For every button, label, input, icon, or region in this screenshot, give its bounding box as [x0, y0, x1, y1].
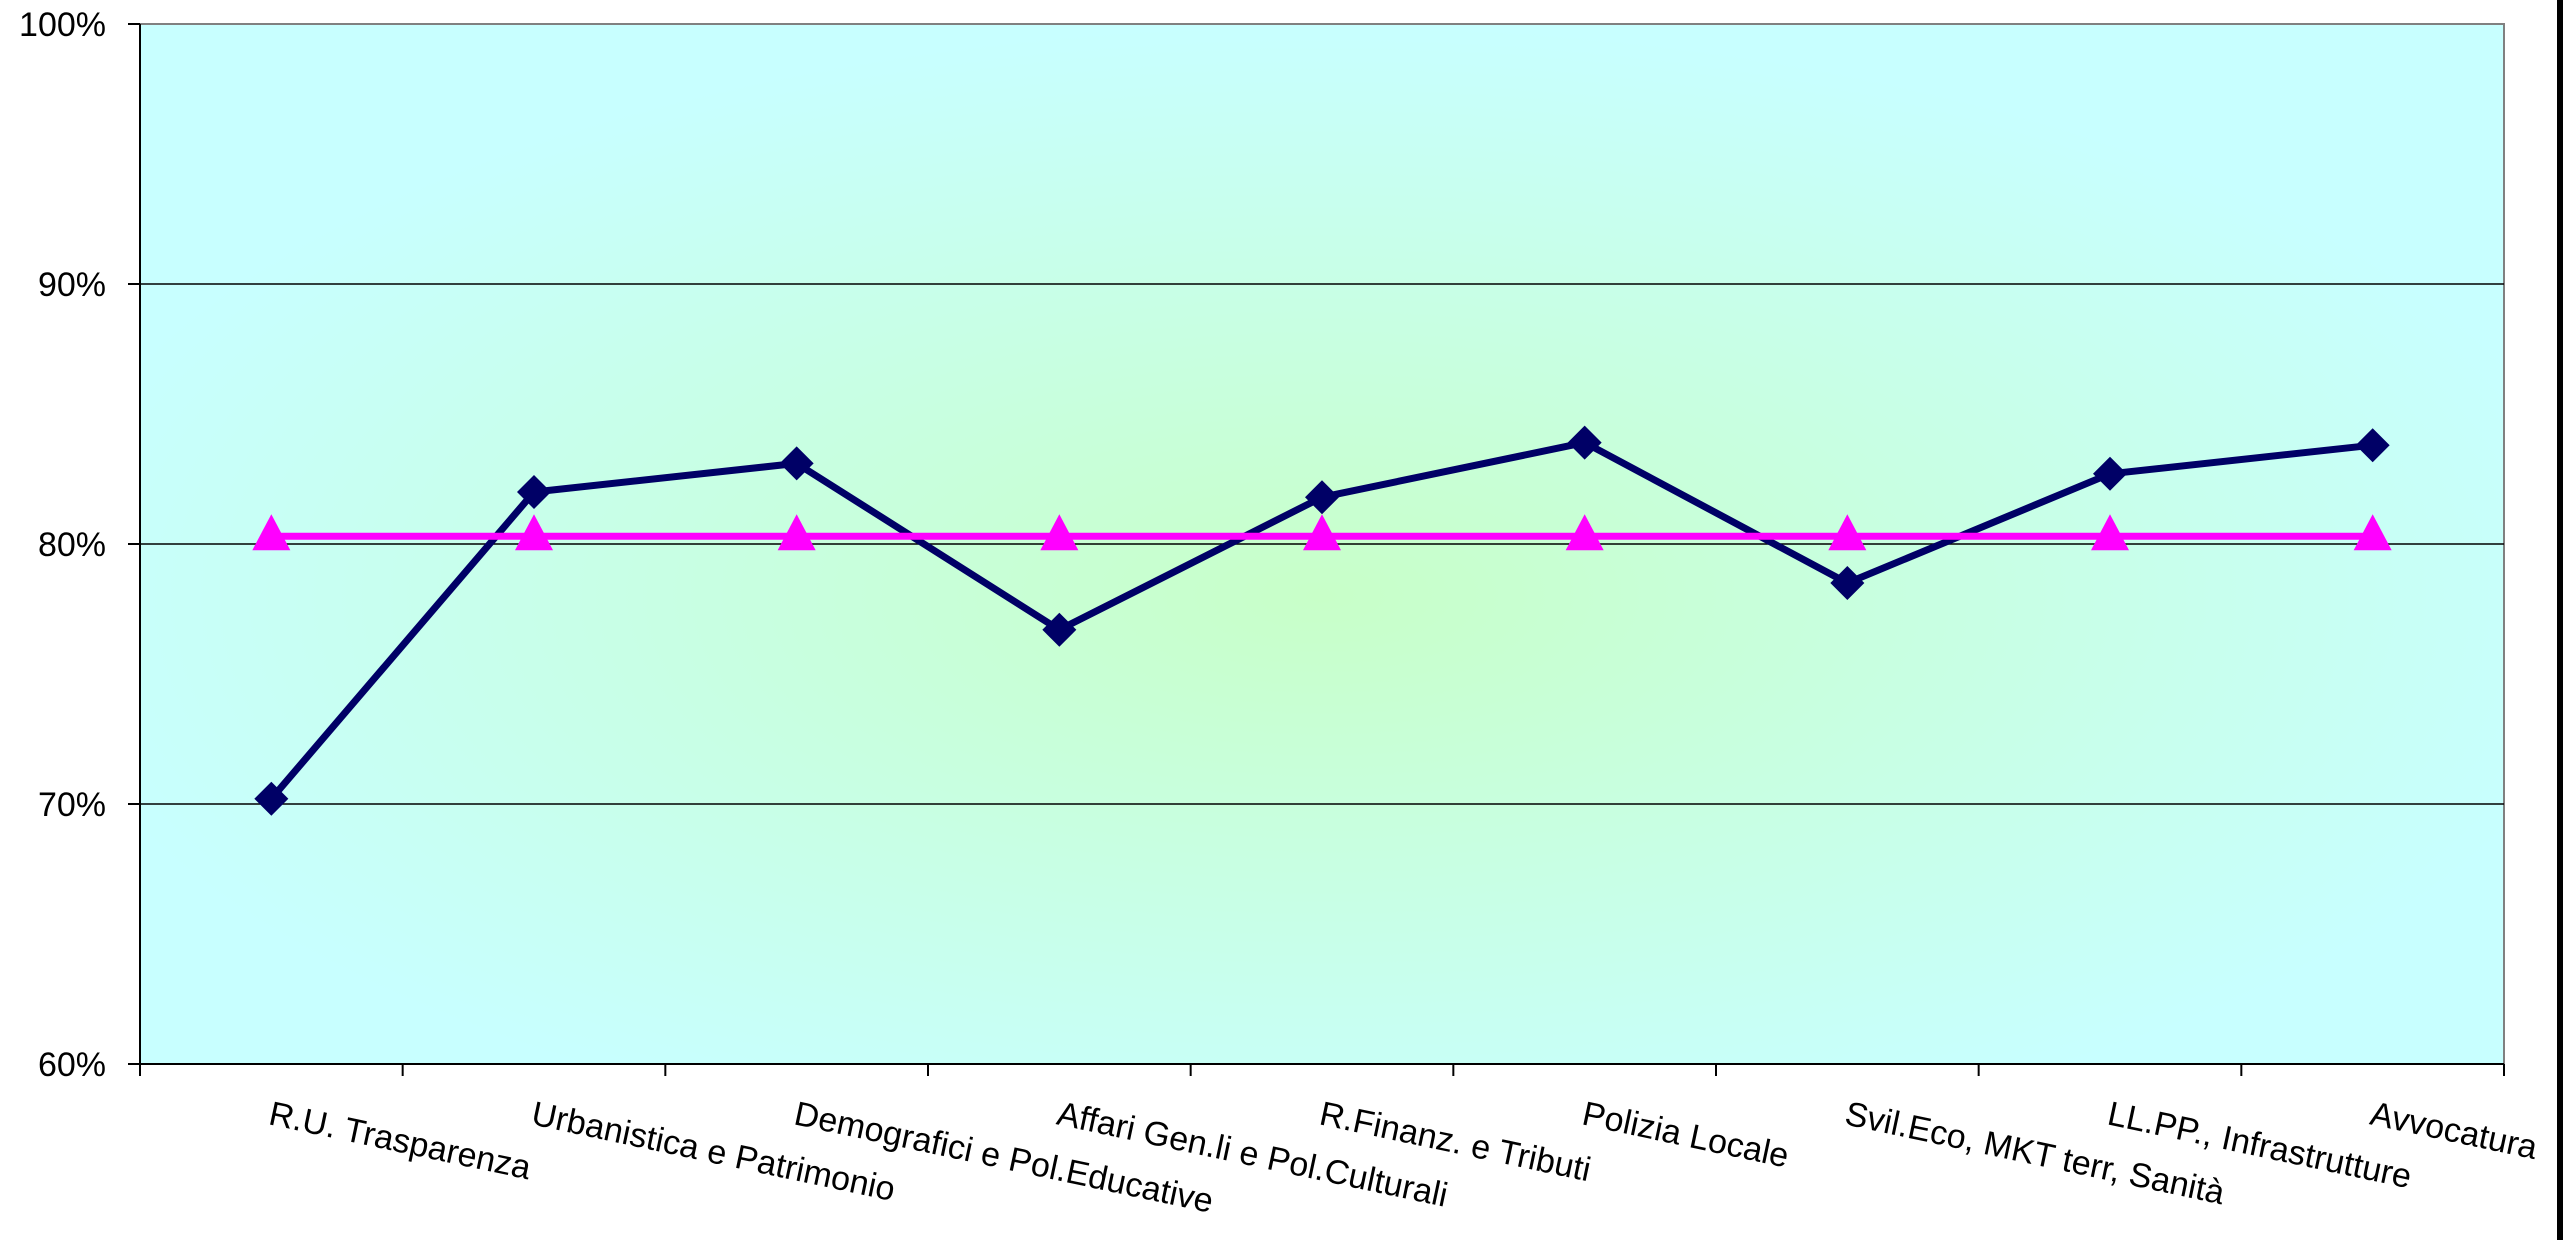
data-point [779, 446, 814, 481]
data-point [1565, 514, 1604, 551]
data-point [254, 781, 289, 816]
axes [128, 23, 2504, 1065]
y-tick-label: 90% [38, 266, 106, 304]
data-point [1303, 514, 1341, 551]
data-point [1305, 480, 1339, 515]
data-point [252, 514, 291, 551]
data-point [517, 475, 551, 509]
y-tick-labels: 60% 70% 80% 90% 100% [19, 6, 106, 1084]
data-point [777, 514, 816, 551]
x-tick-marks [139, 1064, 2505, 1076]
data-point [1042, 612, 1077, 647]
data-point [2355, 428, 2390, 463]
y-tick-label: 60% [38, 1046, 106, 1084]
data-point [1567, 425, 1602, 460]
y-tick-label: 100% [19, 6, 106, 44]
data-point [1828, 514, 1867, 551]
series [252, 425, 2392, 816]
data-point [2091, 514, 2129, 551]
data-point [1830, 566, 1865, 600]
data-point [2353, 514, 2392, 551]
data-point [515, 514, 553, 551]
series-2 [252, 514, 2392, 551]
data-point [2093, 456, 2127, 491]
data-point [1040, 514, 1079, 551]
y-tick-label: 80% [38, 526, 106, 564]
series-1 [254, 425, 2390, 816]
x-tick-label: Polizia Locale [1579, 1095, 1792, 1176]
x-tick-label: R.U. Trasparenza [266, 1095, 535, 1188]
y-tick-label: 70% [38, 786, 106, 824]
